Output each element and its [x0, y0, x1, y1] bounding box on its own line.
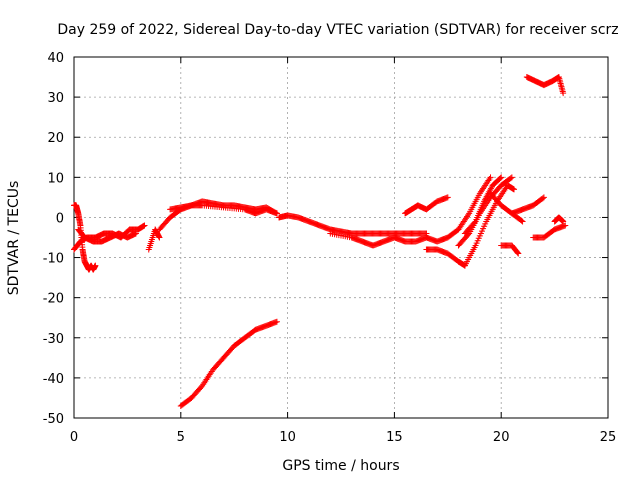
- data-point: [560, 90, 567, 97]
- series-track-afternoon-a: [423, 174, 494, 245]
- y-tick-label: 10: [47, 171, 64, 186]
- x-tick-label: 20: [493, 430, 510, 445]
- data-point: [562, 222, 569, 229]
- series-track-daytime-upper: [156, 198, 280, 233]
- series-track-late-spike: [551, 214, 567, 225]
- data-point: [519, 218, 526, 225]
- y-tick-label: 20: [47, 131, 64, 146]
- data-point: [141, 222, 148, 229]
- data-point: [92, 262, 99, 269]
- data-point: [540, 194, 547, 201]
- data-point: [508, 174, 515, 181]
- x-tick-label: 25: [600, 430, 617, 445]
- series-track-daytime-lower: [167, 202, 280, 217]
- y-tick-label: -20: [43, 292, 64, 307]
- data-point: [515, 250, 522, 257]
- data-point: [560, 218, 567, 225]
- data-point: [497, 175, 504, 182]
- series-track-afternoon-c: [461, 182, 518, 269]
- data-point: [156, 234, 163, 241]
- data-points: [71, 74, 569, 409]
- data-point: [507, 175, 514, 182]
- y-tick-label: 30: [47, 91, 64, 106]
- x-axis-ticks: 0 5 10 15 20 25: [70, 57, 616, 445]
- data-point: [471, 219, 478, 226]
- y-axis-label: SDTVAR / TECUs: [6, 181, 22, 296]
- chart-title: Day 259 of 2022, Sidereal Day-to-day VTE…: [57, 22, 618, 38]
- y-tick-label: 40: [47, 51, 64, 66]
- data-point: [487, 174, 494, 181]
- series-track-scatter: [145, 226, 163, 253]
- x-axis-label: GPS time / hours: [282, 458, 399, 474]
- series-track-early-morning: [71, 202, 99, 273]
- data-point: [273, 318, 280, 325]
- data-point: [518, 217, 525, 224]
- grid: [74, 57, 608, 418]
- y-tick-label: -10: [43, 252, 64, 267]
- series-track-noon-lower: [327, 230, 430, 249]
- data-point: [444, 194, 451, 201]
- series-track-noon-descending: [276, 212, 430, 237]
- series-track-morning-mid: [75, 226, 139, 245]
- data-point: [132, 230, 139, 237]
- series-track-evening-upper: [508, 194, 547, 217]
- plot-frame: [73, 56, 609, 419]
- data-point: [273, 210, 280, 217]
- data-point: [539, 195, 546, 202]
- series-track-late-high: [523, 74, 567, 97]
- y-axis-ticks: -50 -40 -30 -20 -10 0 10 20 30 40: [43, 51, 608, 427]
- data-point: [511, 186, 518, 193]
- x-tick-label: 15: [386, 430, 403, 445]
- x-tick-label: 0: [70, 430, 78, 445]
- x-tick-label: 10: [279, 430, 296, 445]
- x-tick-label: 5: [177, 430, 185, 445]
- series-track-short-rising: [402, 194, 451, 217]
- series-track-evening-lower: [498, 242, 522, 257]
- y-tick-label: -50: [43, 412, 64, 427]
- series-track-afternoon-e: [461, 174, 505, 237]
- series-track-late-evening: [530, 222, 569, 241]
- series-track-deep-negative: [177, 318, 280, 409]
- data-point: [514, 249, 521, 256]
- y-tick-label: -30: [43, 332, 64, 347]
- data-point: [498, 174, 505, 181]
- y-tick-label: 0: [56, 211, 64, 226]
- y-tick-label: -40: [43, 372, 64, 387]
